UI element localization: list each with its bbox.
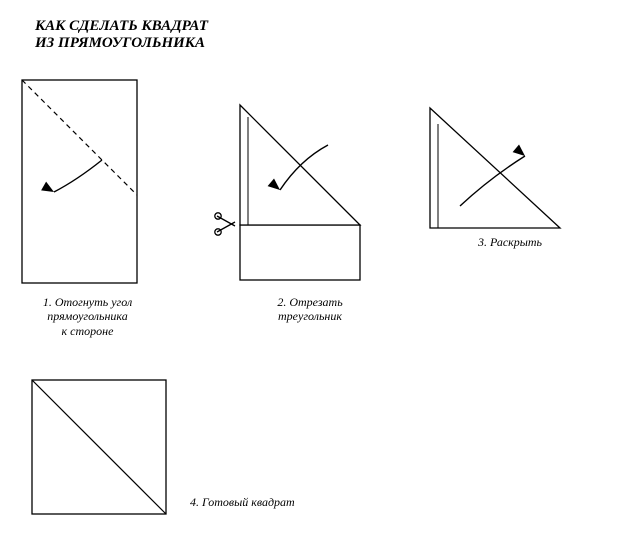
step4-diagram (32, 380, 166, 514)
step3-diagram (430, 108, 560, 228)
step1-caption-text: 1. Отогнуть уголпрямоугольникак стороне (43, 295, 132, 338)
step2-caption: 2. Отрезатьтреугольник (255, 295, 365, 324)
title-line1: КАК СДЕЛАТЬ КВАДРАТ (35, 18, 208, 34)
step4-caption: 4. Готовый квадрат (190, 495, 340, 509)
step1-diagram (22, 80, 137, 283)
step2-caption-text: 2. Отрезатьтреугольник (277, 295, 342, 323)
title-line2: ИЗ ПРЯМОУГОЛЬНИКА (35, 35, 205, 51)
step2-diagram (240, 105, 360, 280)
step1-caption: 1. Отогнуть уголпрямоугольникак стороне (25, 295, 150, 338)
page-title: КАК СДЕЛАТЬ КВАДРАТ ИЗ ПРЯМОУГОЛЬНИКА (35, 18, 208, 53)
step3-caption-text: 3. Раскрыть (478, 235, 542, 249)
scissors-icon (213, 212, 239, 236)
step4-caption-text: 4. Готовый квадрат (190, 495, 295, 509)
step3-caption: 3. Раскрыть (460, 235, 560, 249)
